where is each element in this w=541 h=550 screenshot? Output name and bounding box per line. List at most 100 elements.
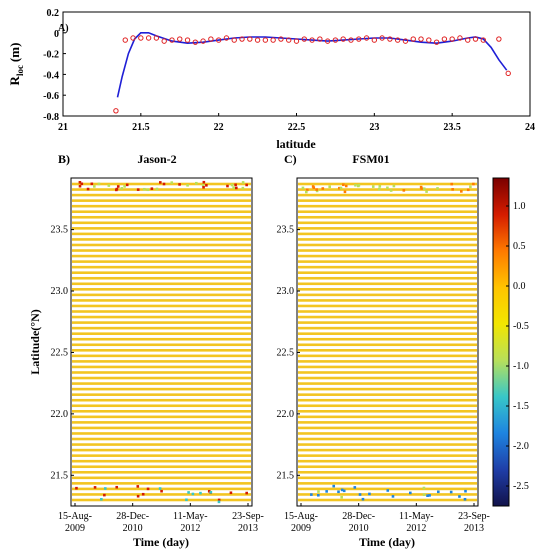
x-tick-label: 23.5 <box>443 122 461 133</box>
heatmap-row <box>72 310 251 313</box>
colorbar-ticks: 1.0 0.5 0.0 -0.5 -1.0 -1.5 -2.0 -2.5 <box>506 201 529 492</box>
heatmap-cell <box>315 188 318 191</box>
heatmap-cell <box>426 494 429 498</box>
colorbar-tick-label: -2.5 <box>513 481 529 492</box>
data-point <box>324 38 331 44</box>
y-tick-label: 22.0 <box>51 409 69 420</box>
heatmap-cell <box>389 189 393 192</box>
heatmap-row <box>72 227 251 230</box>
heatmap-row <box>72 487 251 491</box>
heatmap-row <box>298 493 477 496</box>
heatmap-cell <box>97 182 101 186</box>
heatmap-row <box>298 310 477 313</box>
heatmap-cell <box>353 486 357 489</box>
heatmap-row <box>72 398 251 402</box>
heatmap-row <box>298 470 477 474</box>
heatmap-row <box>298 398 477 402</box>
heatmap-row <box>298 409 477 413</box>
panel-b-y-axis-label: Latitude(°N) <box>28 309 42 374</box>
x-tick-label: 24 <box>525 122 535 133</box>
data-point <box>371 37 378 43</box>
heatmap-row <box>72 288 251 291</box>
data-point <box>465 37 471 43</box>
heatmap-row <box>298 304 477 308</box>
data-point <box>433 39 440 45</box>
heatmap-row <box>298 404 477 408</box>
heatmap-cell <box>464 489 467 493</box>
y-tick-label: -0.8 <box>43 112 59 123</box>
heatmap-row <box>298 215 477 219</box>
heatmap-row <box>72 415 251 419</box>
heatmap-cell <box>107 184 111 187</box>
heatmap-cell <box>340 488 344 492</box>
data-point <box>332 37 339 43</box>
heatmap-cell <box>75 486 78 490</box>
heatmap-cell <box>141 492 145 496</box>
x-tick-label: 2009 <box>65 523 85 534</box>
heatmap-cell <box>460 190 463 193</box>
heatmap-cell <box>158 181 162 184</box>
data-point <box>317 36 323 42</box>
heatmap-row <box>72 360 251 363</box>
heatmap-cell <box>115 485 119 489</box>
data-point <box>418 36 424 42</box>
x-tick-label: 2010 <box>349 523 369 534</box>
heatmap-cell <box>235 186 238 190</box>
data-point <box>356 36 362 42</box>
panel-a-ticks: 21 21.5 22 22.5 23 23.5 24 0.2 0 -0.2 -0.4 -0.6 -0.8 <box>43 8 535 133</box>
heatmap-cell <box>317 493 320 497</box>
heatmap-row <box>72 454 251 457</box>
heatmap-row <box>298 387 477 391</box>
x-tick-label: 11-May- <box>173 511 208 522</box>
heatmap-cell <box>409 491 412 495</box>
heatmap-cell <box>146 188 150 192</box>
heatmap-cell <box>463 497 467 501</box>
panel-b-x-axis-label: Time (day) <box>133 535 189 549</box>
panel-b-plot-area <box>70 177 253 507</box>
heatmap-row <box>72 459 251 463</box>
data-point <box>457 35 463 41</box>
heatmap-row <box>298 476 477 480</box>
y-tick-label: 21.5 <box>277 470 295 481</box>
heatmap-row <box>298 271 477 275</box>
data-point <box>480 37 486 43</box>
heatmap-row <box>298 193 477 197</box>
heatmap-cell <box>391 495 395 498</box>
panel-b-ticks: 23.523.022.522.021.515-Aug-200928-Dec-20… <box>51 225 264 534</box>
data-point <box>184 37 191 43</box>
heatmap-row <box>298 315 477 319</box>
data-point <box>387 36 393 42</box>
heatmap-cell <box>420 187 423 190</box>
heatmap-row <box>72 193 251 197</box>
heatmap-row <box>72 498 251 502</box>
heatmap-row <box>298 321 477 324</box>
data-point <box>177 36 183 42</box>
panel-b-title: Jason-2 <box>137 152 176 166</box>
x-tick-label: 2012 <box>180 523 200 534</box>
heatmap-row <box>72 249 251 252</box>
heatmap-row <box>298 454 477 457</box>
data-point <box>215 37 222 43</box>
heatmap-cell <box>325 490 328 493</box>
heatmap-cell <box>230 183 234 187</box>
heatmap-row <box>72 382 251 385</box>
panel-a-y-axis-label: Rloc (m) <box>7 43 25 86</box>
heatmap-cell <box>419 185 423 189</box>
data-point <box>410 36 416 42</box>
heatmap-row <box>298 265 477 269</box>
heatmap-cell <box>317 490 320 493</box>
heatmap-row <box>298 432 477 435</box>
heatmap-row <box>298 376 477 380</box>
heatmap-row <box>72 188 251 191</box>
svg-text:Rloc(m): Rloc (m) <box>7 43 25 86</box>
data-point <box>363 35 370 41</box>
heatmap-row <box>298 188 477 191</box>
heatmap-row <box>72 421 251 424</box>
heatmap-row <box>298 238 477 241</box>
data-point <box>426 37 432 43</box>
heatmap-row <box>298 288 477 291</box>
heatmap-row <box>72 482 251 485</box>
heatmap-cell <box>377 187 381 191</box>
x-tick-label: 15-Aug- <box>284 511 318 522</box>
svg-text:Latitude(°N): Latitude(°N) <box>28 309 42 374</box>
